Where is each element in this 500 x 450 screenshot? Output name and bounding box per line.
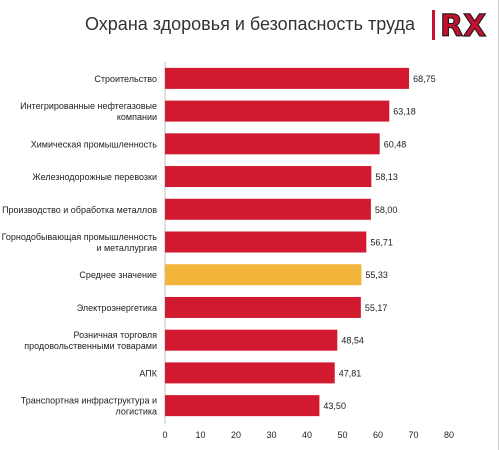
category-label-line: и металлургия (96, 243, 157, 253)
bar-average (165, 264, 362, 286)
category-label-line: Химическая промышленность (31, 139, 158, 149)
bar (165, 362, 335, 384)
category-label: Строительство (94, 74, 157, 84)
category-label-line: Железнодорожные перевозки (32, 172, 157, 182)
x-tick-label: 40 (302, 430, 312, 440)
bar (165, 198, 371, 220)
category-label: Горнодобывающая промышленность и металлур… (2, 232, 158, 253)
category-label-line: Розничная торговля (74, 330, 158, 340)
category-label-line: Интегрированные нефтегазовые (20, 101, 157, 111)
category-label: Химическая промышленность (31, 139, 158, 149)
value-label: 58,13 (375, 172, 398, 182)
category-label-line: Строительство (94, 74, 157, 84)
category-label: Розничная торговля продовольственными тов… (24, 330, 157, 351)
value-label: 55,33 (365, 270, 388, 280)
x-tick-label: 80 (444, 430, 454, 440)
x-tick-label: 10 (195, 430, 205, 440)
rx-logo-icon: RX (432, 10, 488, 40)
bar (165, 133, 380, 155)
x-tick-label: 60 (373, 430, 383, 440)
category-label-line: Транспортная инфраструктура и (21, 396, 157, 406)
category-label-line: Горнодобывающая промышленность (2, 232, 158, 242)
value-label: 58,00 (375, 205, 398, 215)
category-label: Среднее значение (79, 270, 157, 280)
x-tick-label: 70 (408, 430, 418, 440)
value-label: 63,18 (393, 107, 416, 117)
category-label: Железнодорожные перевозки (32, 172, 157, 182)
category-label: Интегрированные нефтегазовые компании (20, 101, 157, 122)
bar (165, 67, 410, 89)
value-label: 43,50 (323, 401, 346, 411)
x-tick-label: 50 (337, 430, 347, 440)
category-label-line: АПК (139, 368, 157, 378)
x-tick-label: 30 (266, 430, 276, 440)
bar (165, 166, 372, 188)
x-tick-label: 20 (231, 430, 241, 440)
value-label: 56,71 (370, 238, 393, 248)
category-label-line: Производство и обработка металлов (2, 205, 157, 215)
value-label: 48,54 (341, 336, 364, 346)
bar (165, 395, 320, 417)
bar (165, 329, 338, 351)
bar (165, 231, 367, 253)
value-label: 60,48 (384, 139, 407, 149)
category-label-line: компании (117, 112, 157, 122)
category-label: Производство и обработка металлов (2, 205, 157, 215)
x-tick-label: 0 (162, 430, 167, 440)
category-label-line: логистика (116, 407, 157, 417)
category-label: Электроэнергетика (77, 303, 157, 313)
category-label: Транспортная инфраструктура и логистика (21, 396, 157, 417)
bar (165, 100, 390, 122)
value-label: 47,81 (339, 368, 362, 378)
logo-text: RX (440, 10, 486, 40)
chart-title: Охрана здоровья и безопасность труда (85, 14, 415, 34)
category-label: АПК (139, 368, 157, 378)
category-label-line: Среднее значение (79, 270, 157, 280)
category-label-line: Электроэнергетика (77, 303, 157, 313)
value-label: 68,75 (413, 74, 436, 84)
category-label-line: продовольственными товарами (24, 341, 157, 351)
value-label: 55,17 (365, 303, 388, 313)
bar (165, 296, 361, 318)
